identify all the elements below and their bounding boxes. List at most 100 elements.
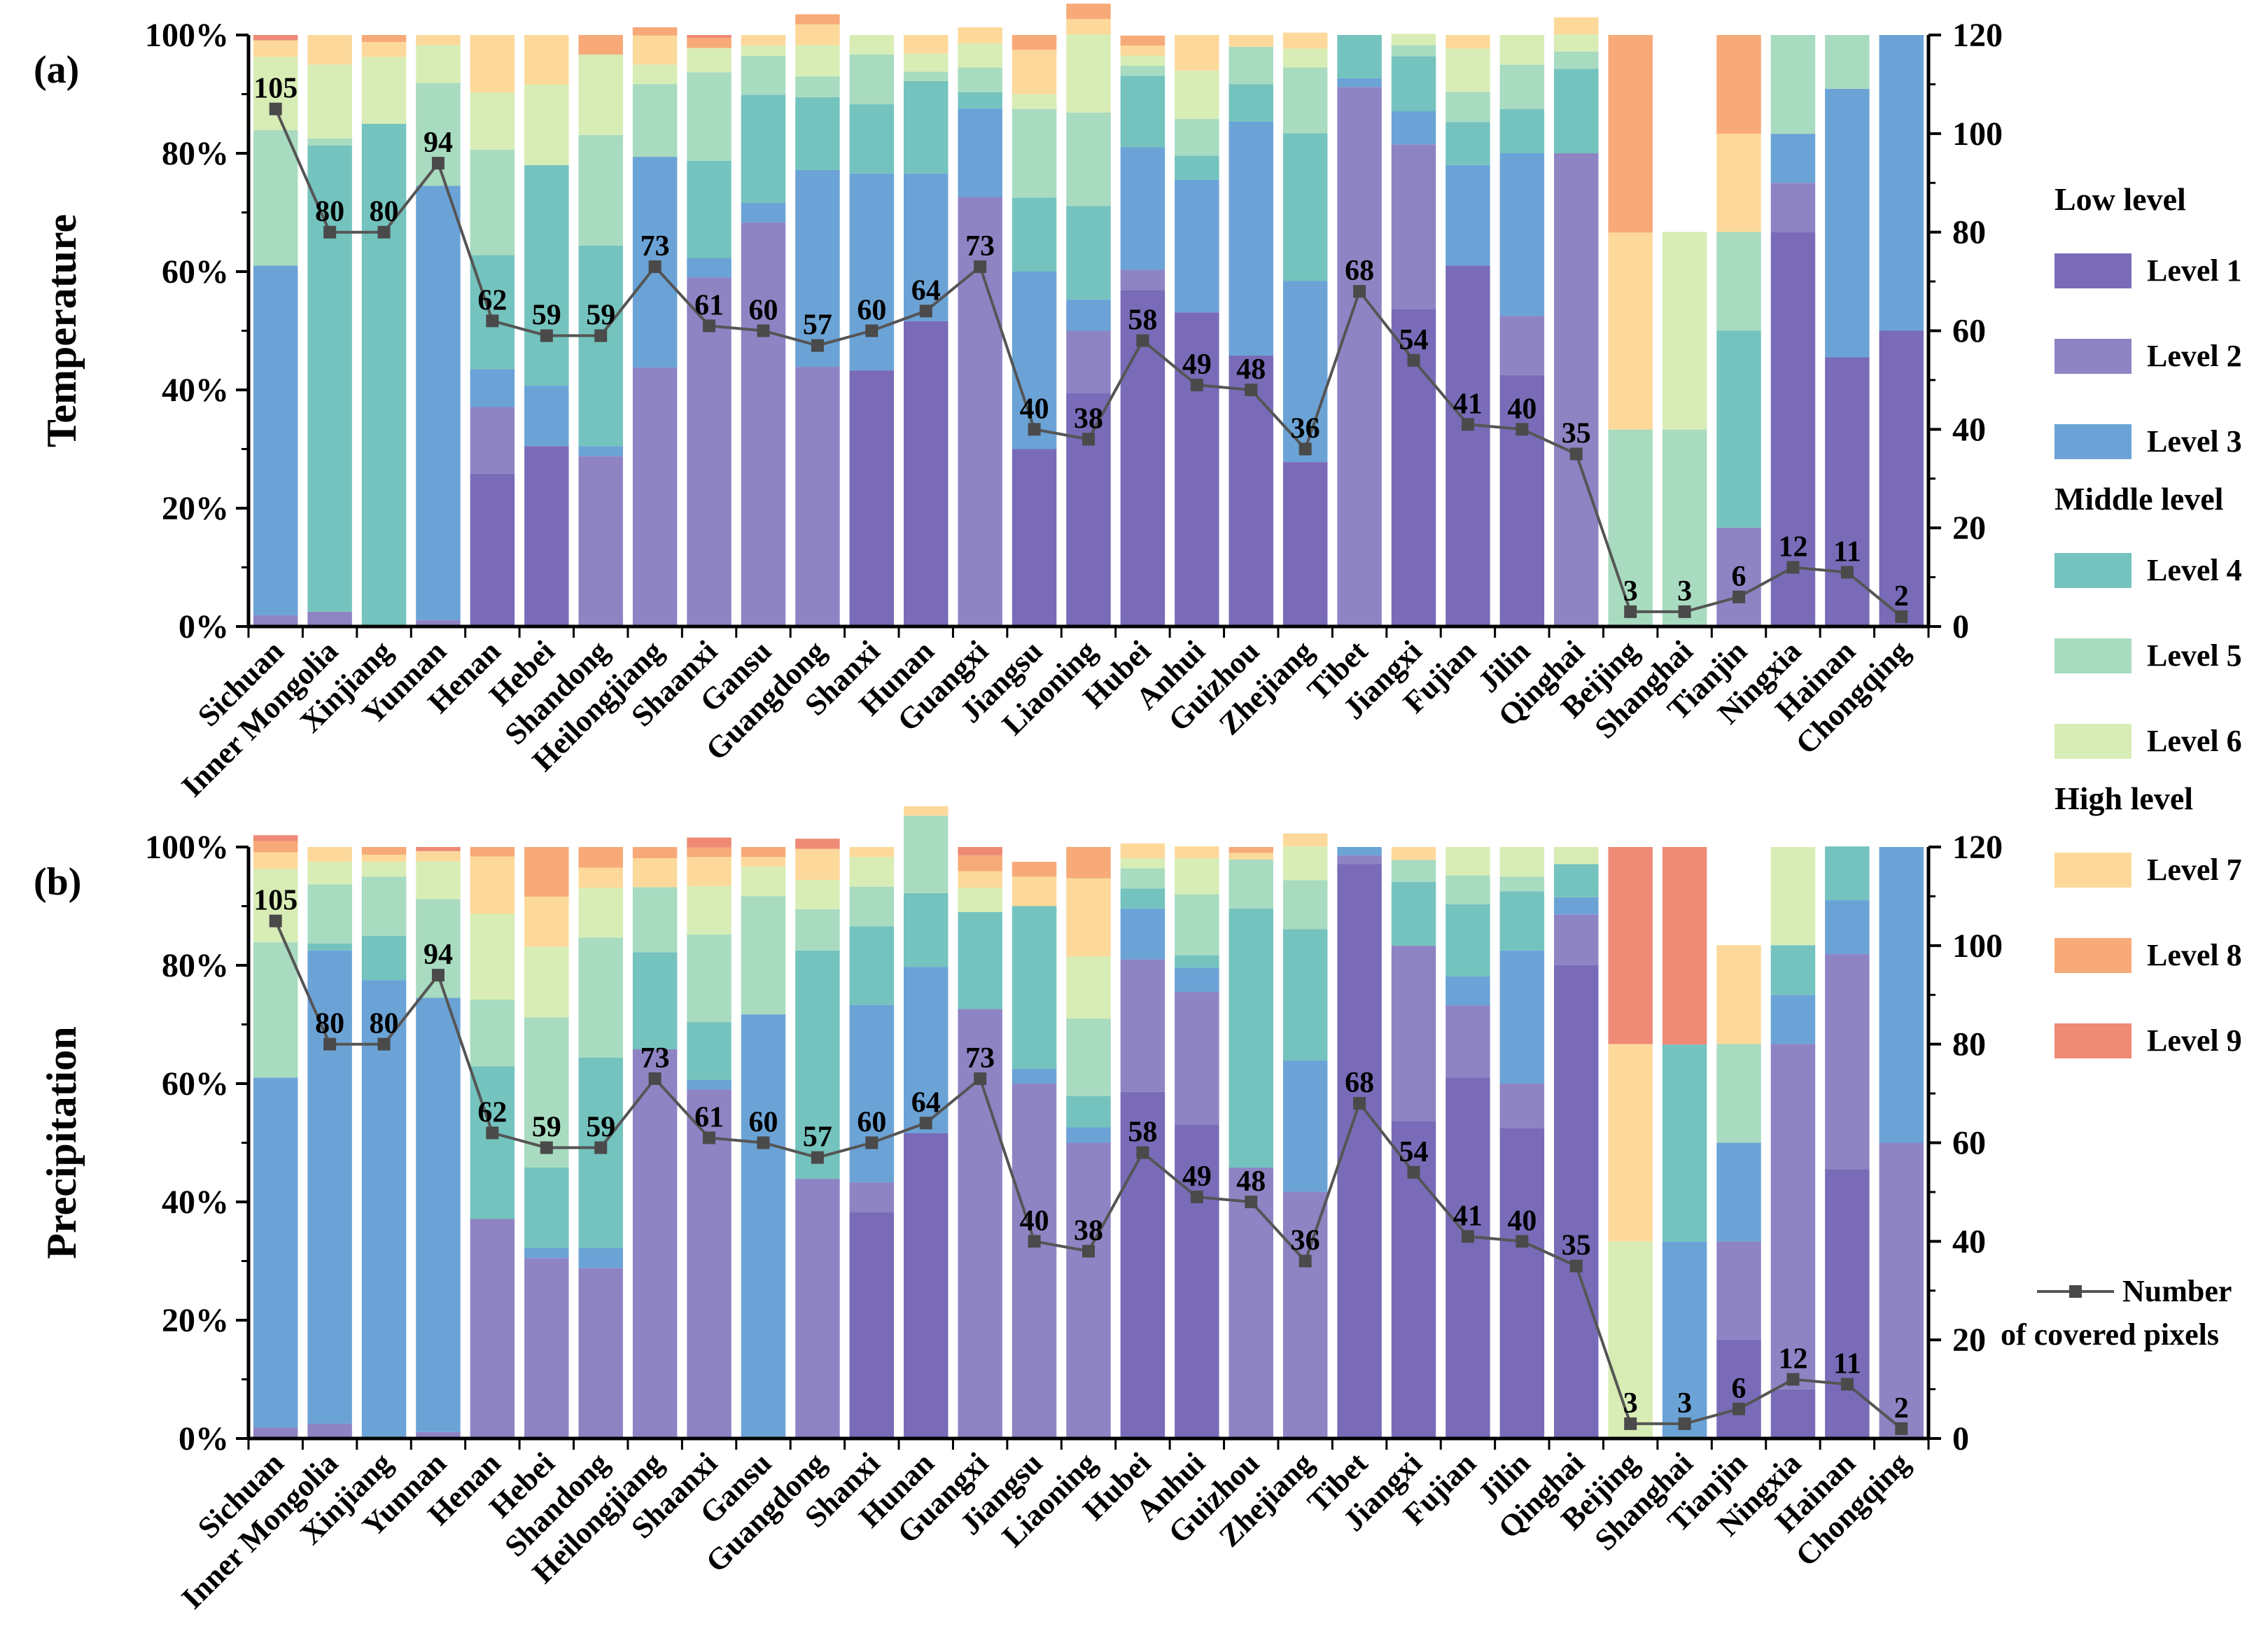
bar-segment-level-6-jilin xyxy=(1499,35,1545,65)
bar-segment-level-2-chongqing xyxy=(1879,1142,1924,1438)
bar-segment-level-2-sichuan xyxy=(253,615,298,626)
bar-segment-level-2-shandong xyxy=(578,456,623,626)
bar-segment-level-6-liaoning xyxy=(1066,34,1111,113)
bar-segment-level-2-yunnan xyxy=(416,620,461,627)
bar-segment-level-6-qinghai xyxy=(1554,847,1599,864)
bar-segment-level-3-jilin xyxy=(1499,950,1545,1084)
pixel-count-marker xyxy=(594,1141,608,1154)
bar-segment-level-7-hebei xyxy=(524,35,569,85)
bar-segment-level-2-hebei xyxy=(524,1258,569,1439)
pixel-count-data-label: 49 xyxy=(1182,1161,1212,1193)
pixel-count-marker xyxy=(1190,1190,1203,1203)
bar-segment-level-7-gansu xyxy=(741,857,786,867)
pixel-count-marker xyxy=(323,225,337,239)
pixel-count-data-label: 41 xyxy=(1453,388,1483,420)
legend-swatch-level-9 xyxy=(2054,1023,2132,1058)
pixel-count-data-label: 41 xyxy=(1453,1200,1483,1232)
bar-segment-level-6-gansu xyxy=(741,46,786,56)
pixel-count-data-label: 40 xyxy=(1020,1205,1049,1237)
legend-swatch-level-7 xyxy=(2054,853,2132,888)
pixel-count-data-label: 94 xyxy=(424,127,453,159)
bar-segment-level-6-hunan xyxy=(904,53,948,72)
pixel-count-data-label: 11 xyxy=(1833,536,1861,568)
bar-segment-level-6-jilin xyxy=(1499,847,1545,877)
pixel-count-marker xyxy=(811,339,824,352)
bar-segment-level-4-anhui xyxy=(1175,155,1219,181)
y-tick-label-right: 120 xyxy=(1952,17,2003,54)
bar-segment-level-7-hunan xyxy=(904,806,948,816)
pixel-count-marker xyxy=(486,1126,499,1140)
pixel-count-data-label: 54 xyxy=(1399,1136,1429,1168)
bar-segment-level-3-fujian xyxy=(1446,164,1490,266)
bar-segment-level-8-henan xyxy=(470,847,515,857)
bar-segment-level-9-shanghai xyxy=(1662,847,1707,1045)
bar-segment-level-3-liaoning xyxy=(1066,299,1111,331)
bar-segment-level-8-xinjiang xyxy=(361,847,407,855)
bar-segment-level-4-tianjin xyxy=(1716,330,1761,528)
bar-segment-level-9-sichuan xyxy=(253,835,298,841)
bar-segment-level-7-hubei xyxy=(1120,843,1166,859)
bar-segment-level-3-hubei xyxy=(1120,147,1166,270)
bar-segment-level-3-hunan xyxy=(904,173,948,321)
pixel-count-marker xyxy=(269,102,282,115)
bar-segment-level-7-fujian xyxy=(1446,35,1490,49)
bar-segment-level-6-anhui xyxy=(1175,70,1219,119)
pixel-count-marker xyxy=(1245,1196,1258,1208)
bar-segment-level-6-sichuan xyxy=(253,57,298,131)
bar-segment-level-5-hunan xyxy=(904,816,948,893)
bar-segment-level-8-jiangsu xyxy=(1011,35,1057,50)
bar-segment-level-5-shanxi xyxy=(849,54,895,104)
bar-segment-level-9-shaanxi xyxy=(687,837,732,848)
bar-segment-level-5-fujian xyxy=(1446,92,1490,122)
bar-segment-level-2-henan xyxy=(470,407,515,474)
bar-segment-level-5-henan xyxy=(470,149,515,255)
pixel-count-data-label: 80 xyxy=(315,196,344,228)
bar-segment-level-6-shanxi xyxy=(849,857,895,887)
pixel-count-marker xyxy=(323,1037,337,1051)
bar-segment-level-5-hubei xyxy=(1120,868,1166,889)
bar-segment-level-4-xinjiang xyxy=(361,935,407,981)
pixel-count-data-label: 12 xyxy=(1778,1343,1807,1376)
bar-segment-level-1-fujian xyxy=(1446,265,1490,626)
legend-item-label: Level 7 xyxy=(2147,853,2242,887)
bar-segment-level-1-hunan xyxy=(904,321,948,626)
pixel-count-data-label: 40 xyxy=(1507,393,1536,425)
bar-segment-level-6-yunnan xyxy=(416,45,461,83)
bar-segment-level-6-yunnan xyxy=(416,861,461,899)
bar-segment-level-8-guizhou xyxy=(1228,847,1273,853)
bar-segment-level-4-fujian xyxy=(1446,904,1490,977)
bar-segment-level-6-beijing xyxy=(1608,1241,1653,1438)
y-tick-label-right: 60 xyxy=(1952,313,1986,350)
bar-segment-level-7-guizhou xyxy=(1228,853,1273,860)
pixel-count-marker xyxy=(540,329,553,342)
legend-item-label: Level 2 xyxy=(2147,339,2242,373)
bar-segment-level-3-xinjiang xyxy=(361,980,407,1439)
bar-segment-level-1-shanxi xyxy=(849,370,895,626)
bar-segment-level-3-yunnan xyxy=(416,997,461,1432)
bar-segment-level-7-hunan xyxy=(904,35,948,54)
bar-segment-level-7-heilongjiang xyxy=(632,35,678,65)
bar-segment-level-1-henan xyxy=(470,473,515,626)
bar-segment-level-5-guangdong xyxy=(795,909,840,951)
bar-segment-level-5-guizhou xyxy=(1228,46,1273,85)
y-tick-label-right: 0 xyxy=(1952,1420,1969,1457)
bar-segment-level-4-jilin xyxy=(1499,891,1545,951)
legend-swatch-level-6 xyxy=(2054,724,2132,759)
bar-segment-level-7-anhui xyxy=(1175,846,1219,859)
bar-segment-level-2-liaoning xyxy=(1066,1142,1111,1438)
bar-segment-level-6-guangxi xyxy=(958,43,1002,68)
bar-segment-level-1-anhui xyxy=(1175,312,1219,626)
bar-segment-level-5-anhui xyxy=(1175,894,1219,955)
legend-item-label: Level 4 xyxy=(2147,553,2242,587)
bar-segment-level-7-sichuan xyxy=(253,852,298,869)
pixel-count-data-label: 35 xyxy=(1562,1230,1591,1262)
legend-swatch-level-8 xyxy=(2054,938,2132,973)
y-tick-label-left: 20% xyxy=(162,490,229,527)
bar-segment-level-9-guangdong xyxy=(795,839,840,849)
y-tick-label-left: 100% xyxy=(145,829,229,866)
bar-segment-level-4-hubei xyxy=(1120,888,1166,909)
bar-segment-level-3-hebei xyxy=(524,386,569,447)
legend-group-heading: Middle level xyxy=(2054,481,2223,517)
bar-segment-level-5-jiangsu xyxy=(1011,108,1057,198)
bar-segment-level-7-heilongjiang xyxy=(632,858,678,888)
